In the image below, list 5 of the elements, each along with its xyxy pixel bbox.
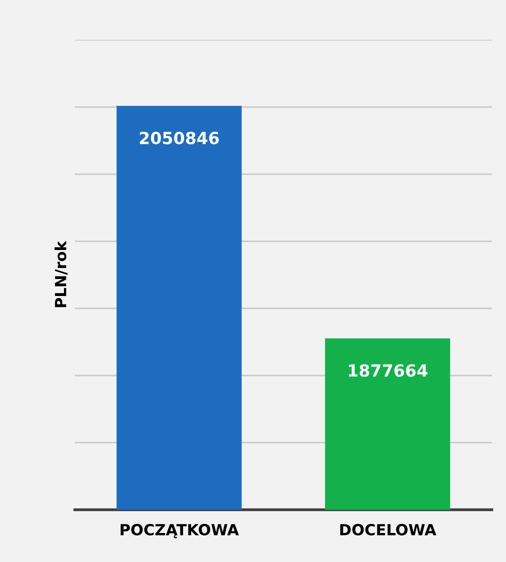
y-axis-title: PLN/rok	[54, 240, 68, 308]
data-label: 1877664	[348, 364, 428, 377]
x-tick-label: DOCELOWA	[340, 524, 436, 536]
data-label: 2050846	[140, 132, 219, 144]
x-tick-label: POCZĄTKOWA	[120, 524, 239, 538]
